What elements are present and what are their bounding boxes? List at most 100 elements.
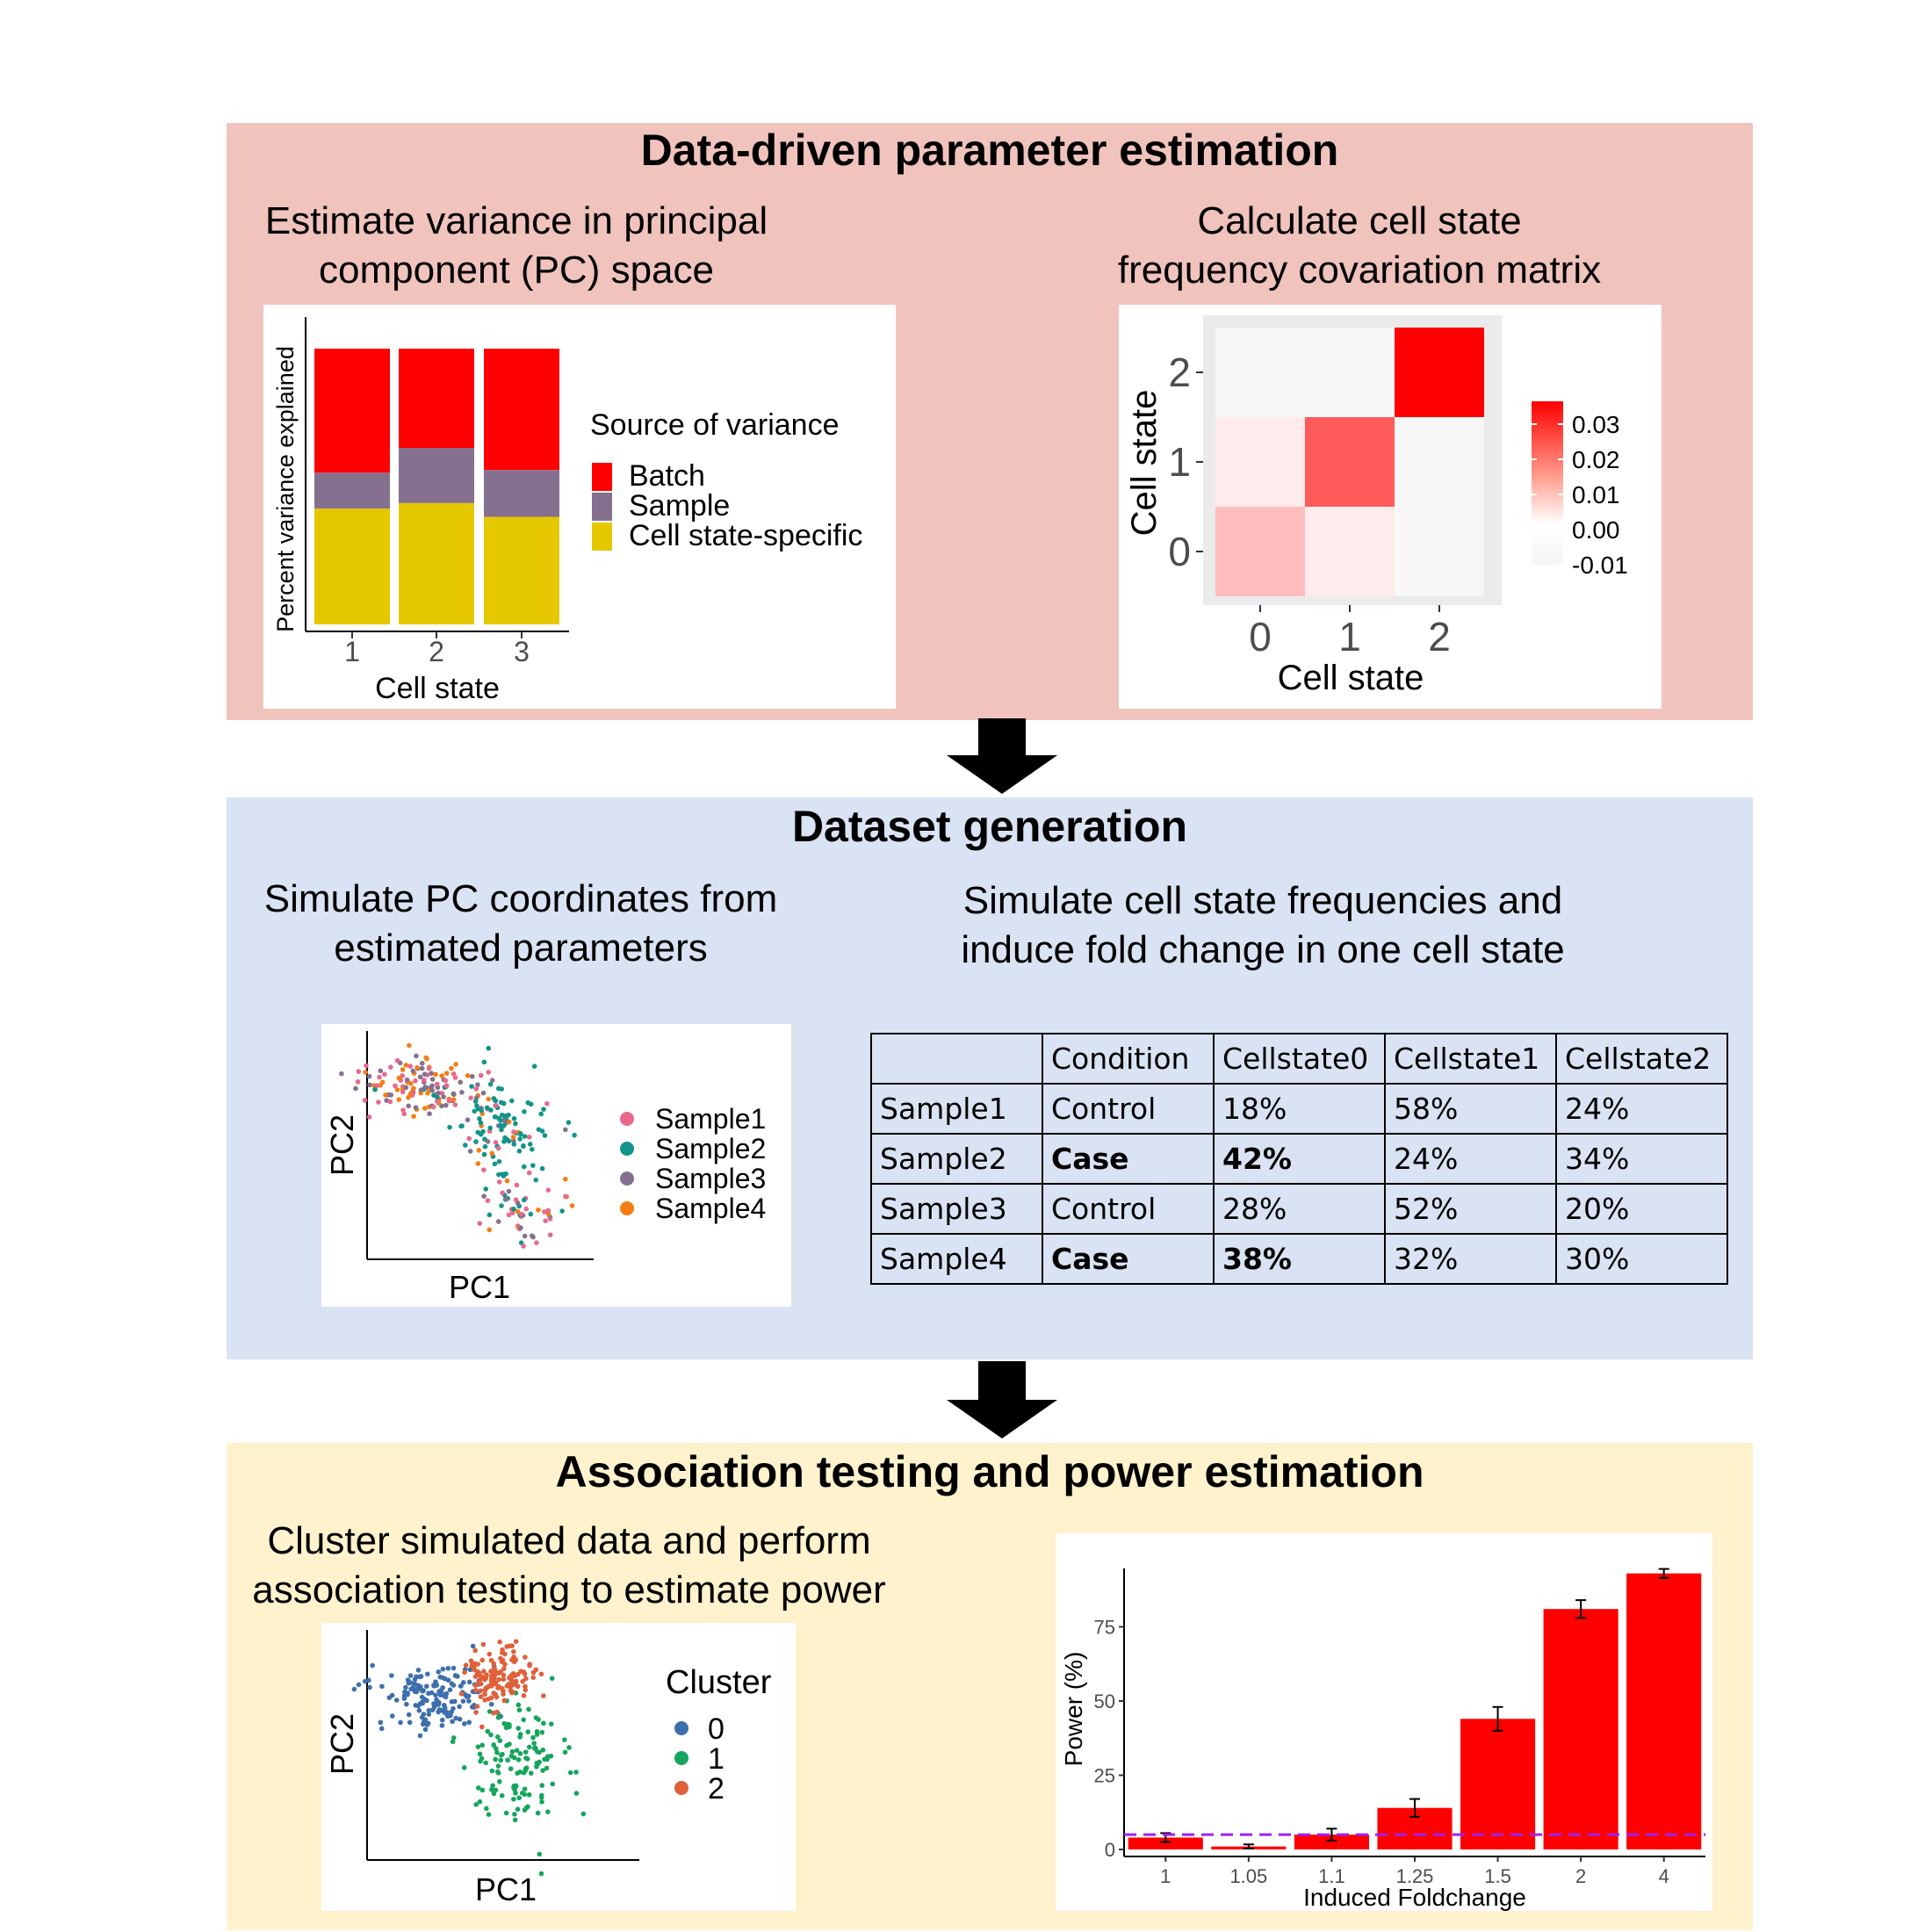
scatter-point [526,1170,532,1176]
scatter-point [550,1781,556,1787]
scatter-point [413,1078,418,1084]
scatter-point [573,1770,579,1775]
bar-segment [399,349,474,449]
scatter-point [537,1851,543,1857]
scatter-point [539,1783,545,1788]
scatter-point [489,1150,495,1157]
scatter-point [544,1100,550,1107]
scatter-point [498,1757,504,1763]
scatter-point [474,1704,480,1709]
scatter-point [441,1702,447,1708]
legend-label: Sample1 [655,1103,766,1135]
scatter-point [421,1719,427,1725]
scatter-point [509,1748,515,1755]
scatter-point [503,1196,509,1201]
scatter-point [503,1725,509,1731]
scatter-point [477,1221,483,1226]
scatter-point [499,1127,504,1133]
table-cell: 58% [1384,1083,1557,1135]
heatmap-cell [1305,507,1395,596]
scatter-point [476,1785,481,1791]
bar-segment [314,349,390,473]
scatter-point [493,1098,499,1104]
scatter-point [372,1086,378,1092]
scatter-point [526,1791,532,1798]
heatmap-cell [1305,328,1395,417]
scatter-point [447,1124,452,1130]
scatter-point [511,1206,516,1212]
scatter-point [493,1114,499,1120]
scatter-point [504,1178,510,1184]
table-header-cell: Condition [1042,1033,1215,1085]
scatter-point [370,1662,375,1669]
scatter-point [398,1719,403,1726]
bar [1294,1835,1369,1849]
scatter-point [443,1071,450,1076]
legend-label: Sample [629,489,730,523]
scatter-point [435,1094,440,1100]
scatter-point [427,1111,432,1117]
bar-segment [484,470,559,517]
scatter-point [515,1702,522,1708]
scatter-point [487,1709,493,1714]
scatter-point [466,1698,472,1704]
scatter-point [518,1225,523,1230]
scatter-point [527,1142,533,1147]
x-tick-label: 1.1 [1318,1865,1345,1887]
scatter-point [470,1074,475,1079]
scatter-point [504,1644,509,1649]
scatter-point [443,1078,449,1084]
scatter-point [533,1715,539,1720]
scatter-point [382,1071,387,1078]
scatter-point [495,1715,501,1720]
bar-segment [314,508,390,624]
colorbar [1532,401,1563,565]
scatter-point [351,1686,357,1692]
scatter-point [559,1208,565,1214]
scatter-point [472,1688,479,1693]
colorbar-label: 0.01 [1572,481,1620,508]
scatter-point [528,1101,534,1107]
scatter-point [422,1727,429,1733]
x-axis-label: PC1 [449,1269,510,1305]
table-cell: Control [1042,1083,1215,1135]
heatmap-cell [1395,507,1484,596]
scatter-point [503,1810,509,1816]
scatter-point [512,1817,518,1823]
scatter-point [436,1090,442,1096]
scatter-point [407,1673,414,1678]
scatter-point [457,1716,463,1722]
legend-title: Cluster [666,1664,772,1701]
table-cell: 34% [1555,1133,1728,1185]
scatter-point [475,1662,480,1667]
scatter-point [520,1678,525,1684]
scatter-point [458,1690,465,1697]
bar-segment [399,502,474,624]
scatter-point [501,1139,507,1144]
scatter-point [486,1812,492,1817]
scatter-point [379,1079,386,1085]
scatter-point [488,1107,494,1113]
scatter-point [403,1085,409,1091]
table-header-cell: Cellstate2 [1555,1033,1728,1085]
scatter-point [486,1096,492,1102]
scatter-point [562,1737,567,1742]
scatter-point [530,1669,537,1676]
scatter-point [378,1726,385,1732]
scatter-point [495,1685,501,1690]
bar [1128,1837,1203,1849]
x-axis-label: Cell state [375,672,500,705]
scatter-point [507,1675,512,1681]
scatter-point [523,1749,529,1755]
scatter-point [496,1676,501,1683]
scatter-point [434,1081,440,1087]
scatter-point [490,1783,495,1789]
scatter-point [472,1647,479,1654]
scatter-point [449,1698,455,1705]
scatter-point [517,1751,523,1756]
scatter-point [545,1208,551,1214]
scatter-point [410,1090,416,1095]
scatter-point [422,1071,428,1077]
scatter-point [511,1115,517,1121]
